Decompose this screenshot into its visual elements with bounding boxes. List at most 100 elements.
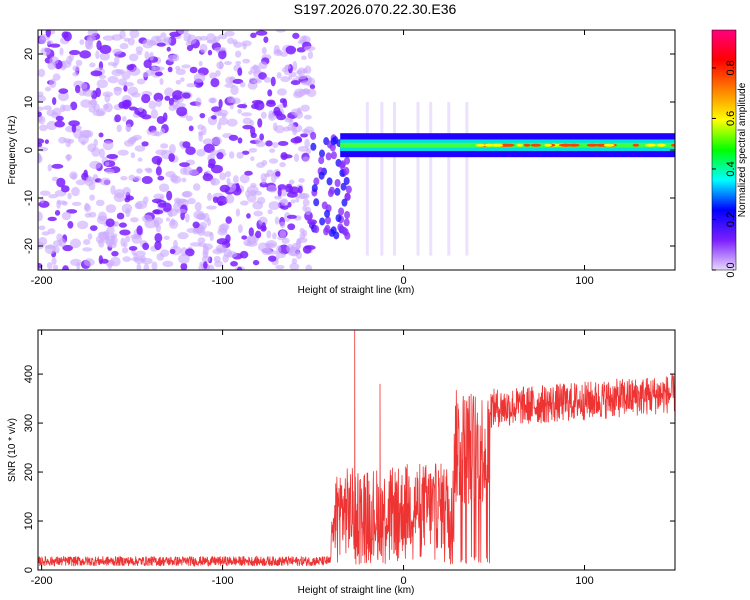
noise-blob [248,147,258,153]
noise-blob [210,178,220,186]
noise-blob [55,115,64,122]
noise-blob [295,240,302,249]
noise-blob [144,51,150,60]
noise-blob [286,214,297,219]
transition-blob [334,179,341,188]
noise-blob [279,221,286,229]
noise-blob [41,231,50,236]
noise-blob [175,209,187,214]
noise-blob [38,147,49,152]
streak [393,102,397,256]
noise-blob [237,108,243,114]
noise-blob [98,148,105,159]
noise-blob [273,106,281,116]
noise-blob [199,43,208,53]
snr-ytick-label: 200 [23,463,35,481]
noise-blob [248,227,254,237]
noise-blob [168,104,177,111]
noise-blob [299,88,311,95]
noise-blob [71,186,80,197]
noise-blob [125,123,132,133]
noise-blob [141,176,153,185]
noise-blob [98,132,104,138]
noise-blob [107,61,117,66]
noise-blob [82,89,94,97]
noise-blob [54,120,65,128]
noise-blob [186,83,197,88]
noise-blob [211,136,222,146]
noise-blob [195,97,202,108]
noise-blob [197,213,206,221]
transition-blob [327,189,334,198]
band-hotspot [656,143,665,147]
noise-blob [244,170,253,176]
noise-blob [201,125,207,136]
noise-blob [62,265,69,270]
noise-blob [68,50,81,56]
transition-blob [318,171,325,180]
noise-blob [230,85,239,96]
noise-blob [151,65,156,75]
band-hotspot [475,143,485,147]
noise-blob [38,236,48,246]
noise-blob [226,118,238,127]
noise-blob [281,237,290,244]
noise-blob [166,46,171,52]
noise-blob [141,257,153,265]
noise-blob [290,80,301,86]
noise-blob [206,218,212,226]
noise-blob [211,115,217,120]
noise-blob [79,50,91,59]
colorbar-tick-label: 0.6 [725,111,737,126]
noise-blob [121,247,129,254]
band-hotspot [502,143,515,147]
noise-blob [153,217,164,225]
noise-blob [280,204,289,210]
noise-blob [38,138,45,144]
noise-blob [38,95,47,103]
noise-blob [104,93,111,103]
noise-blob [291,258,298,265]
noise-blob [217,122,222,131]
noise-blob [128,246,138,251]
noise-blob [110,185,116,195]
noise-blob [45,30,51,38]
noise-blob [227,37,235,45]
noise-blob [51,97,57,106]
transition-blob [324,209,331,218]
noise-blob [102,103,109,110]
noise-blob [116,212,125,220]
noise-blob [206,205,217,210]
noise-blob [56,177,66,188]
noise-blob [51,257,57,265]
noise-blob [71,124,77,133]
streak [429,102,433,256]
snr-ytick-label: 100 [23,512,35,530]
noise-blob [72,71,79,77]
noise-blob [107,75,119,84]
noise-blob [217,200,224,206]
noise-blob [75,59,83,67]
noise-blob [186,44,194,52]
noise-blob [163,235,170,241]
noise-blob [38,200,50,208]
noise-blob [202,173,214,182]
noise-blob [126,64,135,71]
noise-blob [123,37,130,42]
noise-blob [169,31,181,38]
noise-blob [177,232,189,240]
noise-blob [129,30,140,39]
snr-ytick-label: 0 [23,567,35,573]
band-hotspot [484,143,494,147]
colorbar-gradient [711,29,737,271]
noise-blob [102,140,114,151]
noise-blob [214,260,223,268]
noise-blob [239,250,249,259]
noise-blob [76,220,89,230]
noise-blob [229,104,234,110]
noise-blob [95,50,100,60]
noise-blob [304,65,312,74]
noise-blob [148,100,157,110]
noise-blob [173,197,181,204]
noise-blob [185,146,196,156]
